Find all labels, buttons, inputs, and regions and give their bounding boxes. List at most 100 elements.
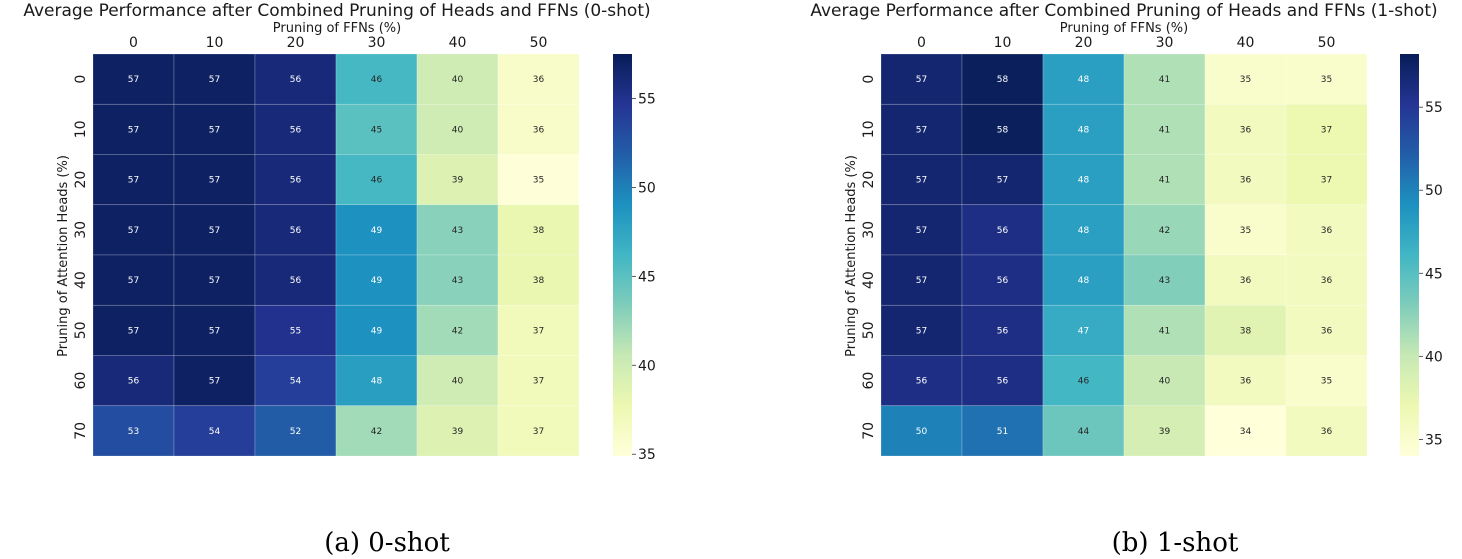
heatmap-cell bbox=[1123, 355, 1206, 407]
heatmap-cell bbox=[335, 355, 418, 407]
x-tick-label: 10 bbox=[994, 35, 1012, 51]
cell-value-label: 37 bbox=[533, 427, 544, 437]
cell-value-label: 54 bbox=[209, 427, 221, 437]
cell-value-label: 56 bbox=[290, 276, 302, 286]
cell-value-label: 36 bbox=[1321, 276, 1333, 286]
y-tick-label: 20 bbox=[73, 171, 89, 189]
heatmap-cell bbox=[254, 254, 337, 306]
heatmap-cell bbox=[497, 304, 580, 356]
cell-value-label: 52 bbox=[290, 427, 301, 437]
cell-value-label: 36 bbox=[1240, 125, 1252, 135]
y-axis-label: Pruning of Attention Heads (%) bbox=[56, 155, 71, 357]
cell-value-label: 41 bbox=[1159, 75, 1170, 85]
cell-value-label: 36 bbox=[1321, 427, 1333, 437]
heatmap-cell bbox=[335, 154, 418, 206]
cell-value-label: 57 bbox=[997, 176, 1008, 186]
cell-value-label: 39 bbox=[1159, 427, 1171, 437]
figure-caption: (b) 1-shot bbox=[1112, 528, 1239, 558]
heatmap-cell bbox=[497, 254, 580, 306]
heatmap-cell bbox=[880, 103, 963, 155]
cell-value-label: 57 bbox=[209, 75, 220, 85]
cell-value-label: 37 bbox=[1321, 176, 1332, 186]
y-tick-label: 40 bbox=[861, 271, 877, 289]
cell-value-label: 46 bbox=[371, 176, 383, 186]
y-tick-label: 60 bbox=[73, 372, 89, 390]
cell-value-label: 56 bbox=[997, 226, 1009, 236]
heatmap-cell bbox=[1042, 304, 1125, 356]
heatmap-cell bbox=[880, 204, 963, 256]
heatmap-cell bbox=[1285, 405, 1368, 457]
heatmap-panel-0shot: Average Performance after Combined Pruni… bbox=[23, 1, 655, 558]
cell-value-label: 48 bbox=[371, 377, 383, 387]
x-tick-labels: 0 10 20 30 40 50 bbox=[917, 35, 1335, 51]
colorbar-tick-label: 35 bbox=[638, 447, 656, 463]
cell-value-label: 49 bbox=[371, 326, 383, 336]
heatmap-cell bbox=[416, 154, 499, 206]
heatmap-cell bbox=[880, 53, 963, 105]
cell-value-label: 56 bbox=[997, 326, 1009, 336]
figure-caption: (a) 0-shot bbox=[324, 528, 450, 558]
cell-value-label: 46 bbox=[371, 75, 383, 85]
colorbar-tick-label: 40 bbox=[638, 358, 656, 374]
heatmap-cell bbox=[497, 154, 580, 206]
cell-value-label: 37 bbox=[1321, 125, 1332, 135]
colorbar-tick-label: 40 bbox=[1425, 349, 1443, 365]
y-tick-label: 70 bbox=[73, 422, 89, 440]
cell-value-label: 36 bbox=[533, 125, 545, 135]
cell-value-label: 49 bbox=[371, 276, 383, 286]
heatmap-cell bbox=[92, 405, 175, 457]
cell-value-label: 36 bbox=[1240, 377, 1252, 387]
heatmap-cell bbox=[1123, 53, 1206, 105]
heatmap-cell bbox=[497, 355, 580, 407]
cell-value-label: 57 bbox=[916, 176, 927, 186]
heatmap-cell bbox=[335, 204, 418, 256]
heatmap-cell bbox=[1042, 405, 1125, 457]
cell-value-label: 57 bbox=[209, 176, 220, 186]
x-tick-label: 40 bbox=[1237, 35, 1255, 51]
cell-value-label: 36 bbox=[1321, 326, 1333, 336]
cell-value-label: 57 bbox=[916, 75, 927, 85]
cell-value-label: 48 bbox=[1078, 226, 1090, 236]
cell-value-label: 36 bbox=[1240, 276, 1252, 286]
cell-value-label: 57 bbox=[128, 176, 139, 186]
colorbar bbox=[1400, 54, 1419, 456]
cell-value-label: 40 bbox=[452, 75, 464, 85]
cell-value-label: 49 bbox=[371, 226, 383, 236]
cell-value-label: 46 bbox=[1078, 377, 1090, 387]
heatmap-cell bbox=[1042, 154, 1125, 206]
cell-value-label: 48 bbox=[1078, 125, 1090, 135]
cell-value-label: 57 bbox=[916, 226, 927, 236]
heatmap-cell bbox=[961, 355, 1044, 407]
cell-value-label: 41 bbox=[1159, 125, 1170, 135]
cell-value-label: 39 bbox=[452, 427, 464, 437]
cell-value-label: 58 bbox=[997, 125, 1009, 135]
cell-value-label: 57 bbox=[916, 125, 927, 135]
heatmap-cell bbox=[1204, 304, 1287, 356]
chart-title: Average Performance after Combined Pruni… bbox=[23, 1, 650, 21]
heatmap-cell bbox=[173, 103, 256, 155]
y-tick-label: 0 bbox=[73, 75, 89, 84]
colorbar-ticks: 35 40 45 50 55 bbox=[632, 91, 656, 463]
cell-value-label: 57 bbox=[128, 276, 139, 286]
heatmap-cell bbox=[254, 53, 337, 105]
y-tick-label: 10 bbox=[73, 120, 89, 138]
heatmap-cell bbox=[497, 204, 580, 256]
colorbar-tick-label: 50 bbox=[638, 180, 656, 196]
heatmap-cell bbox=[254, 154, 337, 206]
cell-value-label: 38 bbox=[1240, 326, 1252, 336]
heatmap-cell bbox=[497, 53, 580, 105]
cell-value-label: 45 bbox=[371, 125, 382, 135]
cell-value-label: 36 bbox=[1321, 226, 1333, 236]
cell-value-label: 37 bbox=[533, 326, 544, 336]
heatmap-cell bbox=[1285, 355, 1368, 407]
heatmap-cell bbox=[335, 103, 418, 155]
heatmap-cell bbox=[416, 405, 499, 457]
cell-value-label: 57 bbox=[916, 326, 927, 336]
cell-value-label: 50 bbox=[916, 427, 928, 437]
cell-value-label: 42 bbox=[1159, 226, 1170, 236]
cell-value-label: 35 bbox=[1240, 75, 1251, 85]
colorbar-tick-label: 55 bbox=[638, 91, 656, 107]
cell-value-label: 37 bbox=[533, 377, 544, 387]
cell-value-label: 41 bbox=[1159, 176, 1170, 186]
cell-value-label: 58 bbox=[997, 75, 1009, 85]
